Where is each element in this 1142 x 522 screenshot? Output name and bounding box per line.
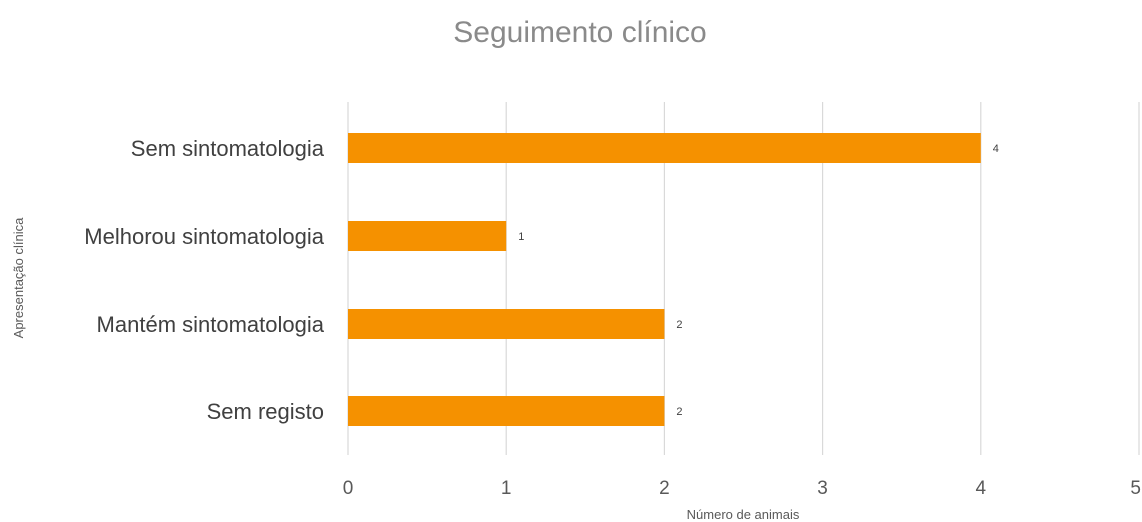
data-label-0: 4 — [993, 143, 999, 155]
data-label-3: 2 — [676, 406, 682, 418]
x-tick-label-3: 3 — [817, 478, 828, 499]
bar-3 — [348, 396, 665, 426]
x-tick-label-5: 5 — [1130, 478, 1141, 499]
bar-2 — [348, 309, 665, 339]
x-tick-label-1: 1 — [501, 478, 512, 499]
category-label-0: Sem sintomatologia — [131, 136, 325, 161]
bars: 4 1 2 2 — [348, 133, 999, 426]
bar-0 — [348, 133, 981, 163]
category-label-3: Sem registo — [207, 399, 324, 424]
data-label-2: 2 — [676, 319, 682, 331]
category-label-2: Mantém sintomatologia — [97, 312, 325, 337]
category-labels: Sem sintomatologia Melhorou sintomatologi… — [84, 136, 324, 424]
bar-1 — [348, 221, 507, 251]
data-label-1: 1 — [518, 231, 524, 243]
x-tick-label-2: 2 — [659, 478, 670, 499]
x-tick-labels: 0 1 2 3 4 5 — [343, 478, 1141, 499]
x-tick-label-4: 4 — [976, 478, 987, 499]
x-axis-label: Número de animais — [687, 507, 800, 522]
x-tick-label-0: 0 — [343, 478, 354, 499]
category-label-1: Melhorou sintomatologia — [84, 224, 324, 249]
y-axis-label: Apresentação clínica — [11, 217, 26, 338]
chart-title: Seguimento clínico — [453, 16, 706, 49]
